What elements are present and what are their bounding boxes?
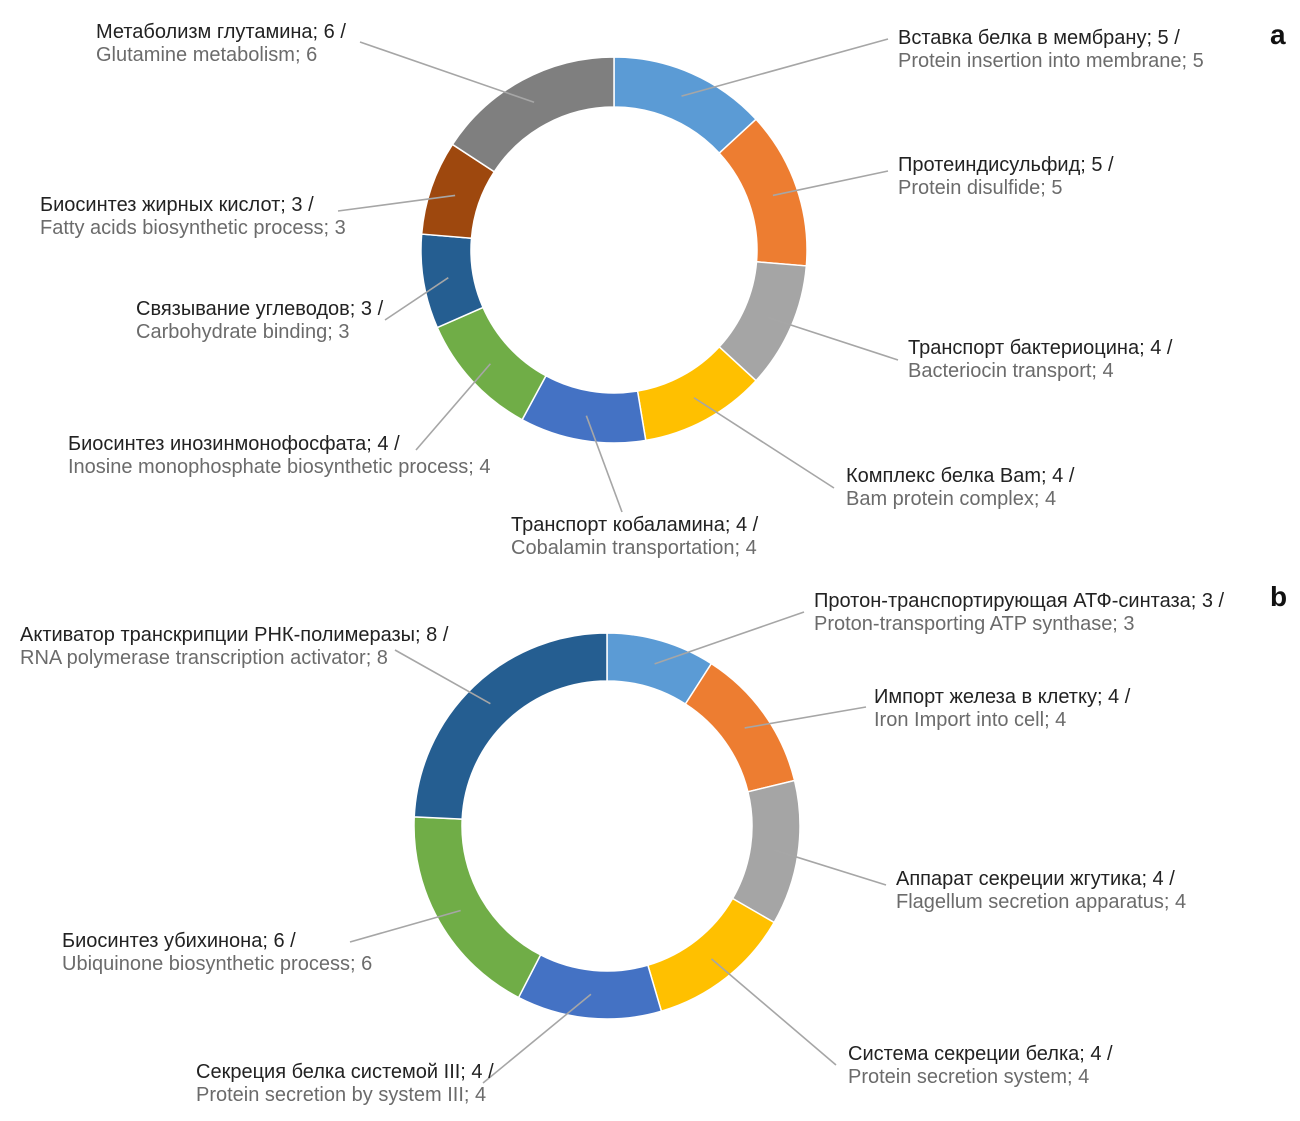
slice-label-ru: Биосинтез убихинона; 6 / bbox=[62, 930, 296, 952]
donut-slice bbox=[413, 816, 542, 999]
slice-label-ru: Активатор транскрипции РНК-полимеразы; 8… bbox=[20, 624, 449, 646]
slice-label-en: Ubiquinone biosynthetic process; 6 bbox=[62, 953, 372, 975]
slice-label-ru: Импорт железа в клетку; 4 / bbox=[874, 686, 1131, 708]
donut-slice bbox=[413, 632, 608, 820]
leader-line bbox=[384, 276, 449, 321]
leader-line bbox=[349, 909, 461, 943]
slice-label-ru: Биосинтез инозинмонофосфата; 4 / bbox=[68, 433, 400, 455]
slice-label-ru: Транспорт кобаламина; 4 / bbox=[511, 514, 759, 536]
donut-slice bbox=[451, 56, 615, 173]
donut-slice bbox=[718, 118, 808, 267]
leader-line bbox=[774, 849, 887, 886]
slice-label-en: Proton-transporting ATP synthase; 3 bbox=[814, 613, 1135, 635]
chart-panel-b: Протон-транспортирующая АТФ-синтаза; 3 /… bbox=[20, 581, 1287, 1106]
leader-line bbox=[337, 194, 456, 212]
leader-line bbox=[767, 316, 899, 361]
leader-line bbox=[710, 958, 837, 1066]
slice-label-en: Inosine monophosphate biosynthetic proce… bbox=[68, 456, 491, 478]
slice-label-en: Protein disulfide; 5 bbox=[898, 177, 1063, 199]
slice-label-ru: Комплекс белка Bam; 4 / bbox=[846, 465, 1075, 487]
leader-line bbox=[681, 38, 889, 97]
leader-line bbox=[654, 611, 805, 665]
leader-line bbox=[585, 415, 623, 513]
slice-label-ru: Система секреции белка; 4 / bbox=[848, 1043, 1113, 1065]
slice-label-ru: Аппарат секреции жгутика; 4 / bbox=[896, 868, 1175, 890]
slice-label-en: Protein secretion system; 4 bbox=[848, 1066, 1089, 1088]
slice-label-ru: Протон-транспортирующая АТФ-синтаза; 3 / bbox=[814, 590, 1225, 612]
donut-slice bbox=[684, 662, 796, 793]
slice-label-en: Protein insertion into membrane; 5 bbox=[898, 50, 1204, 72]
leader-line bbox=[482, 993, 592, 1084]
slice-label-ru: Вставка белка в мембрану; 5 / bbox=[898, 27, 1180, 49]
slice-label-ru: Метаболизм глутамина; 6 / bbox=[96, 21, 346, 43]
panel-letter: b bbox=[1270, 581, 1287, 612]
slice-label-ru: Связывание углеводов; 3 / bbox=[136, 298, 384, 320]
slice-label-en: Iron Import into cell; 4 bbox=[874, 709, 1066, 731]
leader-line bbox=[693, 397, 835, 489]
slice-label-en: Flagellum secretion apparatus; 4 bbox=[896, 891, 1186, 913]
leader-line bbox=[394, 649, 491, 705]
slice-label-en: Fatty acids biosynthetic process; 3 bbox=[40, 217, 346, 239]
slice-label-en: Carbohydrate binding; 3 bbox=[136, 321, 349, 343]
slice-label-ru: Протеиндисульфид; 5 / bbox=[898, 154, 1114, 176]
leader-line bbox=[744, 706, 867, 729]
slice-label-ru: Биосинтез жирных кислот; 3 / bbox=[40, 194, 314, 216]
donut-slice bbox=[646, 897, 776, 1013]
slice-label-en: Glutamine metabolism; 6 bbox=[96, 44, 317, 66]
slice-label-ru: Транспорт бактериоцина; 4 / bbox=[908, 337, 1173, 359]
panel-letter: a bbox=[1270, 19, 1286, 50]
leader-line bbox=[415, 363, 492, 451]
leader-line bbox=[772, 170, 889, 197]
slice-label-ru: Секреция белка системой III; 4 / bbox=[196, 1061, 494, 1083]
slice-label-en: Bacteriocin transport; 4 bbox=[908, 360, 1114, 382]
donut-slice bbox=[436, 306, 547, 421]
chart-panel-a: Вставка белка в мембрану; 5 /Protein ins… bbox=[40, 19, 1286, 559]
slice-label-en: Cobalamin transportation; 4 bbox=[511, 537, 757, 559]
donut-slice bbox=[517, 953, 663, 1020]
slice-label-en: Bam protein complex; 4 bbox=[846, 488, 1056, 510]
leader-line bbox=[359, 41, 535, 104]
slice-label-en: RNA polymerase transcription activator; … bbox=[20, 647, 388, 669]
donut-slice bbox=[731, 779, 801, 924]
slice-label-en: Protein secretion by system III; 4 bbox=[196, 1084, 486, 1106]
